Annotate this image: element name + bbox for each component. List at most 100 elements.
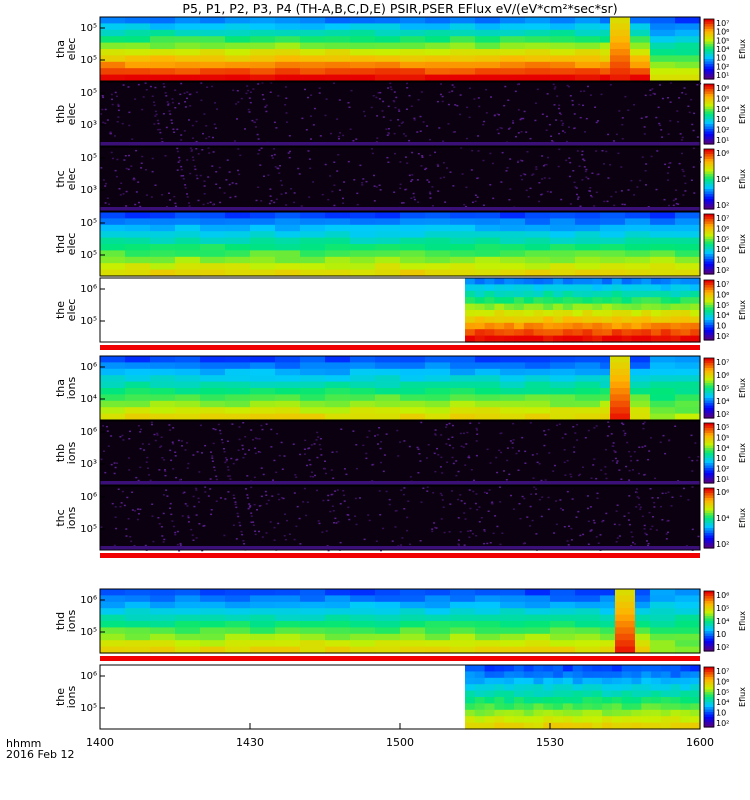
noise-speck (403, 440, 405, 442)
noise-speck (379, 98, 381, 100)
y-axis-label: thaions (54, 376, 78, 399)
spectrogram-cell (661, 684, 671, 691)
noise-speck (431, 531, 433, 533)
noise-speck (157, 120, 159, 122)
noise-speck (579, 535, 581, 537)
noise-speck (299, 454, 301, 456)
spectrogram-cell (125, 225, 151, 232)
burst-cell (610, 68, 630, 75)
noise-floor-band (100, 207, 700, 211)
spectrogram-cell (543, 710, 553, 717)
spectrogram-cell (600, 244, 626, 251)
spectrogram-cell (550, 238, 576, 245)
noise-speck (567, 540, 569, 542)
noise-speck (547, 157, 549, 159)
colorbar: 10⁶10⁵10⁴10⁳10²10¹Eflux (704, 84, 747, 145)
noise-speck (541, 496, 543, 498)
colorbar-tick-label: 10⁶ (716, 84, 729, 93)
spectrogram-cell (375, 263, 401, 270)
noise-speck (476, 455, 478, 457)
noise-speck (458, 539, 460, 541)
noise-speck (204, 445, 206, 447)
y-axis-label: thdions (54, 609, 78, 632)
spectrogram-cell (671, 278, 681, 285)
noise-speck (232, 90, 234, 92)
spectrogram-cell (690, 665, 700, 672)
noise-speck (187, 467, 189, 469)
noise-speck (501, 128, 503, 130)
spectrogram-cell (600, 212, 626, 219)
noise-speck (512, 122, 514, 124)
noise-speck (682, 137, 684, 139)
noise-speck (204, 193, 206, 195)
noise-speck (400, 184, 402, 186)
spectrogram-cell (485, 310, 495, 317)
noise-speck (233, 498, 235, 500)
colorbar-tick-label: 10² (716, 465, 729, 474)
spectrogram-cell (425, 43, 451, 50)
spectrogram-cell (475, 710, 485, 717)
noise-speck (263, 474, 265, 476)
spectrogram-cell (524, 297, 534, 304)
noise-speck (460, 94, 462, 96)
spectrogram-cell (425, 375, 451, 382)
noise-speck (252, 88, 254, 90)
noise-speck (347, 514, 349, 516)
noise-speck (441, 472, 443, 474)
spectrogram-cell (250, 382, 276, 389)
spectrogram-cell (275, 356, 301, 363)
noise-speck (187, 463, 189, 465)
noise-speck (391, 89, 393, 91)
noise-speck (198, 501, 200, 503)
noise-speck (216, 501, 218, 503)
noise-speck (472, 491, 474, 493)
spectrogram-cell (450, 602, 476, 609)
noise-speck (500, 452, 502, 454)
noise-speck (286, 112, 288, 114)
spectrogram-cell (675, 212, 701, 219)
colorbar-tick-label: 10⁴ (716, 311, 729, 320)
colorbar-tick-label: 10⁳ (716, 322, 726, 331)
spectrogram-cell (225, 23, 251, 30)
spectrogram-cell (583, 703, 593, 710)
noise-speck (664, 453, 666, 455)
noise-speck (667, 520, 669, 522)
spectrogram-cell (592, 329, 602, 336)
colorbar-tick-label: 10⁵ (716, 301, 729, 310)
noise-speck (548, 509, 550, 511)
noise-speck (590, 195, 592, 197)
spectrogram-cell (612, 716, 622, 723)
spectrogram-cell (350, 401, 376, 408)
noise-speck (128, 169, 130, 171)
noise-speck (102, 97, 104, 99)
spectrogram-cell (592, 323, 602, 330)
noise-speck (440, 466, 442, 468)
noise-speck (148, 474, 150, 476)
noise-speck (677, 203, 679, 205)
noise-speck (235, 183, 237, 185)
spectrogram-cell (651, 297, 661, 304)
spectrogram-cell (534, 697, 544, 704)
noise-speck (235, 507, 237, 509)
spectrogram-cell (661, 323, 671, 330)
noise-speck (220, 497, 222, 499)
noise-speck (262, 94, 264, 96)
noise-speck (569, 176, 571, 178)
noise-speck (558, 133, 560, 135)
spectrogram-cell (400, 30, 426, 37)
noise-speck (297, 506, 299, 508)
noise-speck (256, 119, 258, 121)
noise-speck (134, 510, 136, 512)
noise-speck (225, 457, 227, 459)
noise-speck (475, 503, 477, 505)
noise-speck (128, 469, 130, 471)
spectrogram-cell (125, 369, 151, 376)
noise-speck (210, 514, 212, 516)
noise-speck (117, 104, 119, 106)
spectrogram-cell (550, 68, 576, 75)
noise-speck (275, 472, 277, 474)
noise-speck (642, 446, 644, 448)
spectrogram-cell (325, 375, 351, 382)
spectrogram-cell (534, 678, 544, 685)
spectrogram-cell (300, 608, 326, 615)
